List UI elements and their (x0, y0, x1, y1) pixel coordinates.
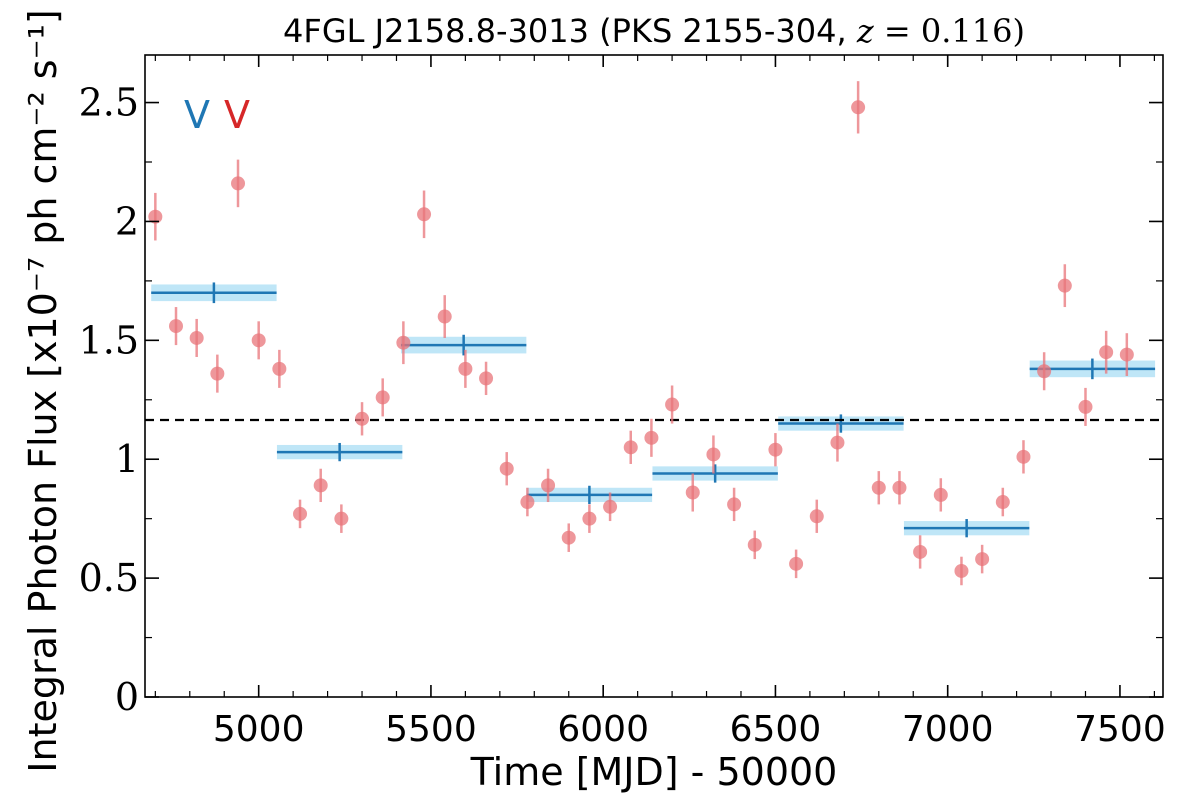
data-point (851, 100, 866, 115)
x-tick-label: 7000 (902, 709, 994, 750)
data-point (313, 478, 328, 493)
x-axis-label: Time [MJD] - 50000 (470, 750, 838, 794)
data-point (1037, 364, 1052, 379)
axes: 5000 5500 6000 6500 7000 7500 0 0.5 1 1.5 2 2.5 (79, 54, 1166, 750)
x-tick-label: 7500 (1074, 709, 1166, 750)
data-point (1057, 278, 1072, 293)
data-point (644, 430, 659, 445)
monthly-series (148, 81, 1134, 586)
data-point (954, 563, 969, 578)
data-point (1078, 399, 1093, 414)
data-point (768, 442, 783, 457)
data-point (665, 397, 680, 412)
data-point (582, 511, 597, 526)
x-tick-label: 6000 (557, 709, 649, 750)
data-point (747, 537, 762, 552)
y-tick-label: 0.5 (79, 556, 139, 600)
data-point (541, 478, 556, 493)
y-tick-label: 1.5 (79, 318, 139, 362)
data-point (913, 544, 928, 559)
x-tick-label: 5500 (385, 709, 477, 750)
data-point (458, 361, 473, 376)
data-point (871, 480, 886, 495)
data-point (933, 487, 948, 502)
data-point (375, 390, 390, 405)
data-point (499, 461, 514, 476)
data-point (479, 371, 494, 386)
data-point (148, 209, 163, 224)
v-marker: V (224, 93, 250, 137)
data-point (1119, 347, 1134, 362)
v-marker: V (184, 93, 210, 137)
data-point (685, 485, 700, 500)
data-point (1099, 345, 1114, 360)
data-point (789, 556, 804, 571)
data-point (975, 552, 990, 567)
data-point (520, 495, 535, 510)
y-tick-label: 1 (115, 437, 139, 481)
x-tick-label: 6500 (730, 709, 822, 750)
data-point (417, 207, 432, 222)
y-tick-label: 2.5 (79, 81, 139, 125)
y-tick-label: 0 (115, 675, 139, 719)
x-tick-label: 5000 (213, 709, 305, 750)
data-point (995, 495, 1010, 510)
data-point (892, 480, 907, 495)
data-point (189, 330, 204, 345)
chart-title: 4FGL J2158.8-3013 (PKS 2155-304, z = 0.1… (283, 12, 1025, 50)
data-point (293, 506, 308, 521)
data-point (830, 435, 845, 450)
data-point (396, 335, 411, 350)
data-point (251, 333, 266, 348)
data-point (603, 499, 618, 514)
data-point (355, 411, 370, 426)
data-point (169, 319, 184, 334)
data-point (727, 497, 742, 512)
data-point (231, 176, 246, 191)
data-point (437, 309, 452, 324)
data-point (706, 447, 721, 462)
data-point (623, 440, 638, 455)
data-point (210, 366, 225, 381)
data-point (272, 361, 287, 376)
data-point (334, 511, 349, 526)
y-tick-label: 2 (115, 199, 139, 243)
chart-title-text: 4FGL J2158.8-3013 (PKS 2155-304, z = 0.1… (283, 12, 1025, 50)
plot-frame (144, 54, 1164, 698)
data-point (561, 530, 576, 545)
data-point (1016, 449, 1031, 464)
y-axis-label: Integral Photon Flux [x10⁻⁷ ph cm⁻² s⁻¹] (21, 9, 65, 772)
data-point (809, 509, 824, 524)
binned-series (151, 282, 1156, 538)
